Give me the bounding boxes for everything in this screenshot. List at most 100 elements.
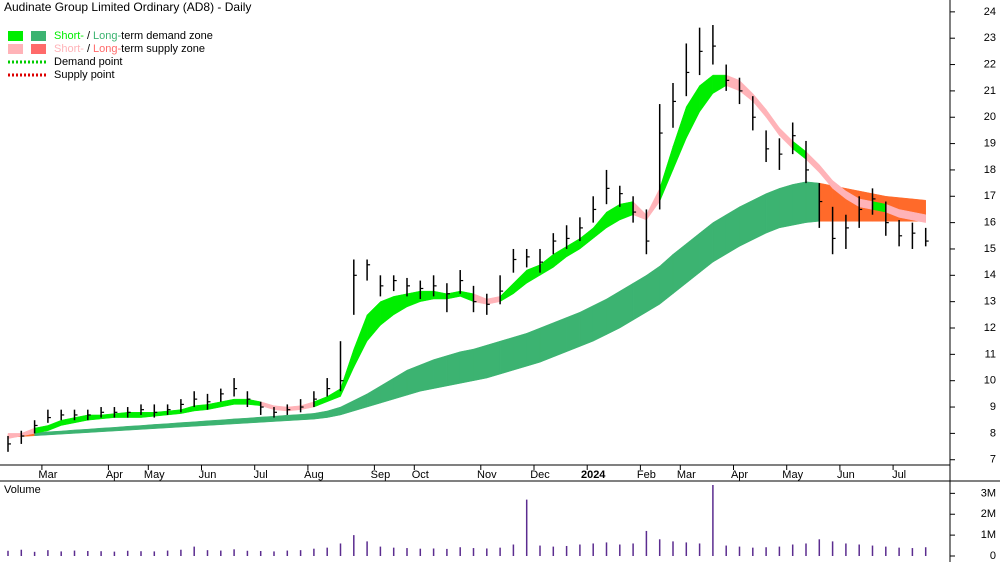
long-term-zone-segment (247, 416, 261, 424)
long-term-zone-segment (87, 427, 102, 433)
volume-bar (765, 547, 767, 556)
volume-bar (845, 543, 847, 556)
x-tick-label: Nov (477, 469, 497, 481)
long-term-zone-segment (805, 181, 820, 223)
legend-swatch (31, 44, 46, 54)
long-term-zone-segment (792, 181, 807, 226)
long-term-zone-segment (739, 199, 754, 247)
volume-bar (7, 550, 9, 556)
x-tick-label: Mar (677, 469, 696, 481)
volume-bar (353, 535, 355, 556)
short-term-zone-segment (127, 412, 142, 418)
volume-bar (632, 543, 634, 556)
volume-bar (645, 530, 648, 556)
y-tick-label: 8 (990, 427, 996, 439)
y-tick-label: 14 (984, 269, 996, 281)
y-tick-label: 17 (984, 190, 996, 202)
volume-bar (113, 551, 116, 556)
volume-tick-label: 0 (990, 550, 996, 562)
y-tick-label: 13 (984, 296, 996, 308)
legend-label: Supply point (54, 69, 115, 81)
volume-bar (432, 548, 435, 556)
volume-bar (220, 550, 222, 556)
legend-swatch (31, 31, 46, 41)
long-term-zone-segment (566, 311, 581, 353)
volume-bar (499, 547, 501, 556)
volume-bar (619, 544, 621, 556)
legend-text-part: / (87, 43, 91, 55)
long-term-zone-segment (526, 327, 541, 367)
x-tick-label: Dec (530, 469, 550, 481)
long-term-zone-segment (819, 182, 833, 222)
y-tick-label: 16 (984, 217, 996, 229)
volume-bar (313, 548, 315, 556)
long-term-zone-segment (154, 423, 168, 429)
long-term-zone-segment (473, 344, 488, 381)
x-tick-label: Sep (371, 469, 391, 481)
legend-swatch (8, 44, 23, 54)
y-tick-label: 18 (984, 164, 996, 176)
volume-bar (459, 547, 461, 556)
long-term-zone-segment (539, 322, 554, 363)
long-term-zone-segment (459, 348, 474, 384)
x-tick-label: Mar (38, 469, 57, 481)
volume-bar (486, 548, 488, 556)
volume-bar (286, 550, 289, 556)
y-tick-label: 21 (984, 85, 996, 97)
long-term-zone-segment (725, 206, 740, 255)
long-term-zone-segment (260, 415, 275, 423)
volume-bar (206, 550, 209, 556)
long-term-zone-segment (765, 188, 780, 234)
long-term-zone-segment (513, 332, 527, 371)
volume-bar (60, 551, 62, 556)
long-term-zone-segment (207, 419, 222, 426)
legend-swatch (8, 31, 23, 41)
volume-bar (193, 546, 195, 556)
legend-text-part: term supply zone (121, 43, 205, 55)
legend-text-part: term demand zone (121, 30, 213, 42)
volume-bar (898, 547, 900, 556)
chart-title: Audinate Group Limited Ordinary (AD8) - … (4, 0, 251, 14)
long-term-zone-segment (606, 290, 621, 335)
volume-bar (47, 550, 49, 556)
x-tick-label: Oct (412, 469, 429, 481)
x-tick-label: Apr (106, 469, 123, 481)
long-term-zone-segment (619, 282, 634, 329)
volume-bar (100, 551, 102, 556)
volume-bar (140, 551, 142, 556)
volume-bar (818, 539, 821, 556)
long-term-zone-segment (420, 359, 434, 392)
long-term-zone-segment (446, 351, 461, 387)
volume-bar (73, 550, 76, 556)
long-term-zone-segment (287, 414, 301, 422)
long-term-zone-segment (499, 336, 514, 375)
long-term-zone-segment (779, 184, 793, 229)
volume-bar (379, 546, 382, 556)
volume-bar (911, 548, 914, 556)
volume-bar (778, 546, 781, 556)
long-term-zone-segment (47, 430, 62, 436)
y-tick-label: 9 (990, 401, 996, 413)
volume-bar (539, 545, 541, 556)
volume-bar (831, 541, 834, 556)
volume-bar (725, 545, 727, 556)
volume-tick-label: 1M (981, 529, 996, 541)
volume-label: Volume (4, 484, 41, 496)
y-tick-label: 12 (984, 322, 996, 334)
volume-bar (326, 547, 328, 556)
long-term-zone-segment (220, 418, 235, 425)
long-term-zone-segment (486, 340, 501, 379)
volume-bar (20, 549, 23, 556)
volume-bar (366, 541, 368, 556)
x-tick-label: Jul (254, 469, 268, 481)
long-term-zone-segment (273, 414, 288, 422)
volume-bar (512, 544, 515, 556)
long-term-zone-segment (592, 298, 607, 342)
volume-bar (339, 543, 342, 556)
short-term-zone-segment (912, 211, 926, 223)
volume-bar (565, 545, 568, 556)
short-term-zone-segment (233, 398, 248, 405)
volume-bar (658, 539, 661, 556)
legend-text-part: / (87, 30, 91, 42)
